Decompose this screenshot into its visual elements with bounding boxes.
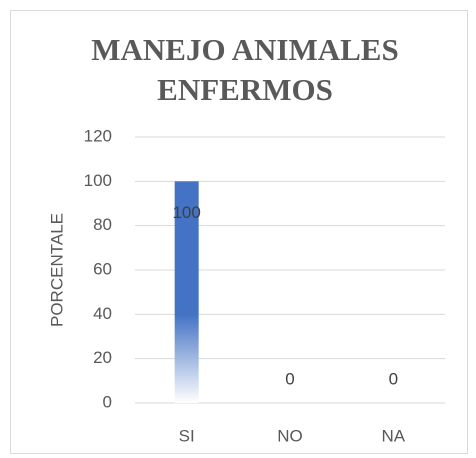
y-tick-label: 20	[93, 348, 112, 367]
y-axis-label: PORCENTALE	[47, 213, 66, 327]
data-label: 100	[172, 203, 200, 222]
x-tick-label: SI	[179, 426, 195, 445]
x-tick-label: NO	[277, 426, 303, 445]
chart-title: MANEJO ANIMALES ENFERMOS	[91, 32, 399, 107]
x-tick-label: NA	[382, 426, 406, 445]
y-tick-label: 100	[84, 171, 112, 190]
data-label: 0	[389, 369, 398, 388]
chart-border	[10, 10, 468, 454]
y-tick-label: 60	[93, 259, 112, 278]
y-tick-label: 80	[93, 215, 112, 234]
y-tick-label: 40	[93, 304, 112, 323]
bar	[174, 181, 199, 403]
y-tick-label: 120	[84, 126, 112, 145]
y-tick-label: 0	[103, 392, 112, 411]
data-label: 0	[285, 369, 294, 388]
